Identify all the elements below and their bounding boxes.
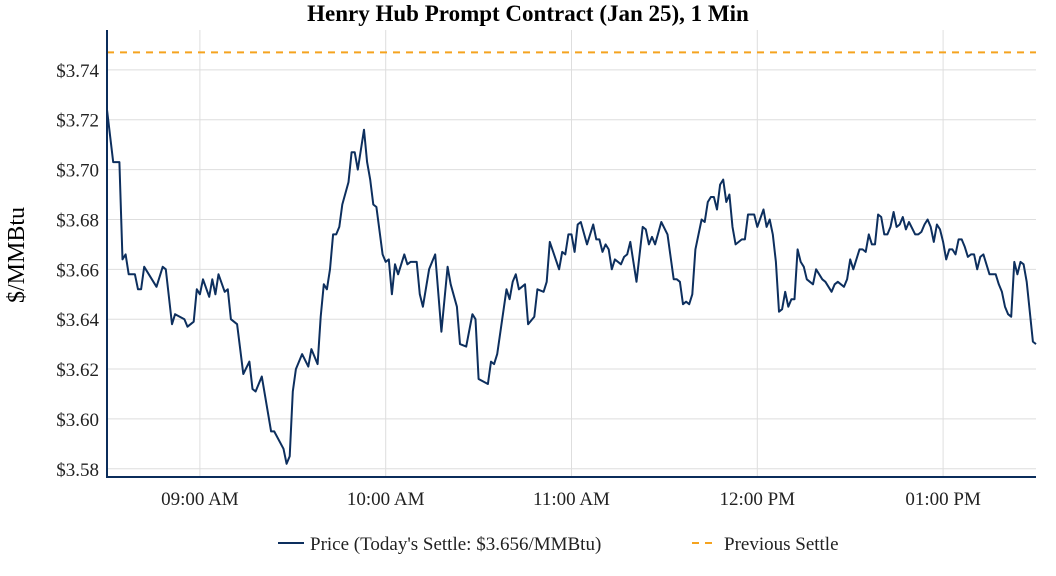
gridlines xyxy=(107,30,1036,477)
y-axis-label: $/MMBtu xyxy=(4,207,30,303)
y-tick-label: $3.68 xyxy=(56,210,99,231)
y-tick-label: $3.60 xyxy=(56,410,99,431)
x-tick-label: 01:00 PM xyxy=(905,489,981,510)
y-tick-label: $3.58 xyxy=(56,460,99,481)
y-tick-label: $3.64 xyxy=(56,310,99,331)
x-tick-label: 09:00 AM xyxy=(161,489,239,510)
y-tick-label: $3.72 xyxy=(56,111,99,132)
y-axis-ticks: $3.58 $3.60 $3.62 $3.64 $3.66 $3.68 $3.70 $3.72… xyxy=(56,61,99,481)
series-layer xyxy=(106,51,1037,465)
y-tick-label: $3.70 xyxy=(56,161,99,182)
legend-item-price[interactable]: Price (Today's Settle: $3.656/MMBtu) xyxy=(278,534,601,555)
x-tick-label: 12:00 PM xyxy=(720,489,796,510)
legend-label-previous-settle: Previous Settle xyxy=(724,534,839,555)
x-tick-label: 10:00 AM xyxy=(347,489,425,510)
y-tick-label: $3.62 xyxy=(56,360,99,381)
legend: Price (Today's Settle: $3.656/MMBtu) Pre… xyxy=(278,534,839,555)
price-line xyxy=(106,109,1037,465)
legend-item-previous-settle[interactable]: Previous Settle xyxy=(692,534,839,555)
y-tick-label: $3.74 xyxy=(56,61,99,82)
y-tick-label: $3.66 xyxy=(56,260,99,281)
legend-label-price: Price (Today's Settle: $3.656/MMBtu) xyxy=(310,534,601,555)
chart-title: Henry Hub Prompt Contract (Jan 25), 1 Mi… xyxy=(307,1,749,26)
x-axis-ticks: 09:00 AM 10:00 AM 11:00 AM 12:00 PM 01:00 PM xyxy=(161,489,981,510)
x-tick-label: 11:00 AM xyxy=(533,489,610,510)
